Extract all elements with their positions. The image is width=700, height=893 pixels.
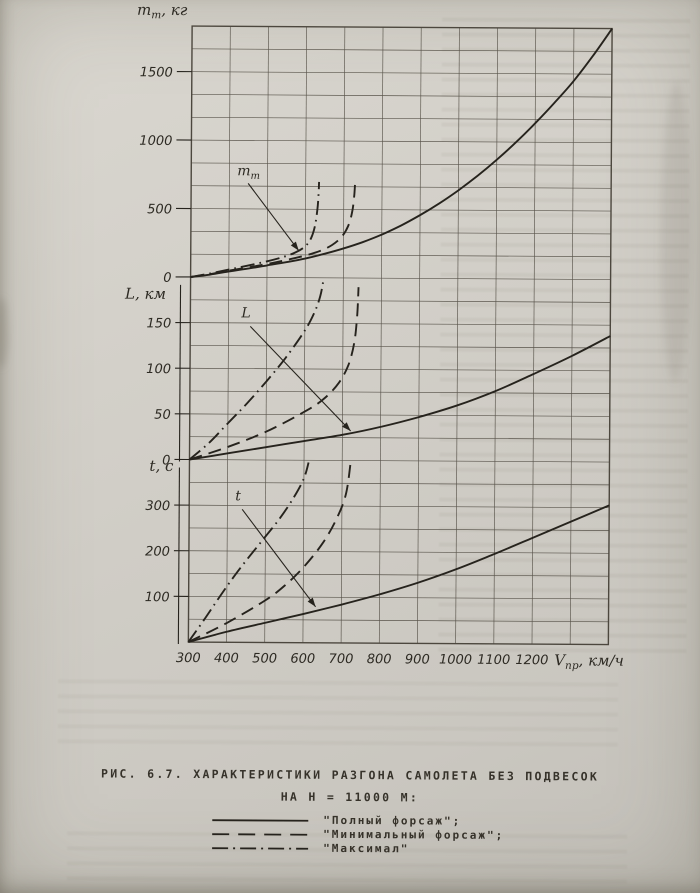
y-axis-title-mt: mт, кг (137, 1, 188, 22)
y-axis-title-L: L, км (124, 285, 166, 303)
curve-L-dashdot (188, 279, 325, 461)
x-tick-label: 1200 (515, 653, 548, 668)
annotation-L-arrowhead (342, 422, 351, 432)
annotation-t-arrowhead (307, 597, 316, 607)
figure-caption-line2: НА Н = 11000 М: (280, 789, 420, 805)
curve-mt-dashdot (190, 181, 321, 278)
figure-6-7-acceleration-charts: 0 500 1000 1500 mт mт, кг 0 50 100 150 L L, км 100 20… (124, 1, 624, 672)
y-tick-label-mt: 1500 (140, 65, 173, 80)
curve-annotation-mt: mт (237, 163, 260, 182)
figure-legend: "Полный форсаж"; "Минимальный форсаж"; "… (77, 811, 622, 856)
annotation-mt-arrowhead (290, 241, 299, 251)
y-axis-mt (175, 70, 192, 278)
y-tick-label-L: 50 (154, 408, 171, 423)
x-tick-label: 900 (405, 652, 430, 667)
curve-L-dashed (189, 287, 360, 461)
x-tick-label: 400 (214, 651, 239, 666)
legend-dashed-line-swatch (212, 833, 309, 836)
legend-solid-line-swatch (212, 819, 309, 822)
x-tick-label: 300 (176, 651, 201, 666)
y-tick-label-t: 200 (145, 544, 170, 559)
y-tick-label-mt: 500 (147, 202, 172, 217)
y-tick-label-t: 100 (145, 590, 170, 605)
curve-t-solid (188, 504, 610, 643)
annotation-t-leader-line (241, 509, 317, 608)
x-tick-label: 600 (290, 652, 315, 667)
curve-annotation-L: L (240, 305, 250, 321)
legend-item-label: "Полный форсаж"; (323, 813, 462, 828)
figure-caption: РИС. 6.7. ХАРАКТЕРИСТИКИ РАЗГОНА САМОЛЕТ… (77, 766, 623, 856)
y-axis-L (174, 284, 191, 462)
y-tick-label-mt: 0 (163, 271, 171, 286)
x-tick-label: 1100 (477, 653, 510, 668)
legend-item-full-afterburner: "Полный форсаж"; (210, 812, 622, 829)
x-tick-label: 800 (367, 652, 392, 667)
curve-t-dashed (187, 462, 352, 643)
curve-t-dashdot (187, 462, 310, 643)
x-tick-label: 1000 (439, 653, 472, 668)
y-axis-t (173, 467, 190, 644)
y-axis-title-t: t, с (149, 457, 174, 475)
annotation-mt-leader-line (247, 183, 300, 252)
y-tick-label-L: 0 (162, 453, 170, 468)
legend-item-label: "Максимал" (323, 841, 410, 855)
legend-item-maximal: "Максимал" (210, 840, 622, 857)
legend-item-min-afterburner: "Минимальный форсаж"; (210, 826, 622, 843)
y-tick-label-L: 150 (146, 316, 171, 331)
x-tick-label: 500 (252, 651, 277, 666)
curve-L-solid (189, 335, 611, 461)
x-axis-title: Vпр, км/ч (554, 651, 624, 672)
x-tick-label: 700 (329, 652, 354, 667)
y-tick-label-t: 300 (145, 499, 170, 514)
curve-mt-dashed (190, 184, 356, 278)
curve-annotation-t: t (235, 488, 241, 504)
legend-dashdot-line-swatch (212, 847, 309, 850)
figure-caption-line1: РИС. 6.7. ХАРАКТЕРИСТИКИ РАЗГОНА САМОЛЕТ… (100, 766, 600, 784)
y-tick-label-mt: 1000 (139, 134, 172, 149)
annotation-L-leader-line (249, 326, 352, 432)
curve-mt-solid (190, 28, 613, 278)
legend-item-label: "Минимальный форсаж"; (323, 827, 505, 842)
y-tick-label-L: 100 (146, 362, 171, 377)
